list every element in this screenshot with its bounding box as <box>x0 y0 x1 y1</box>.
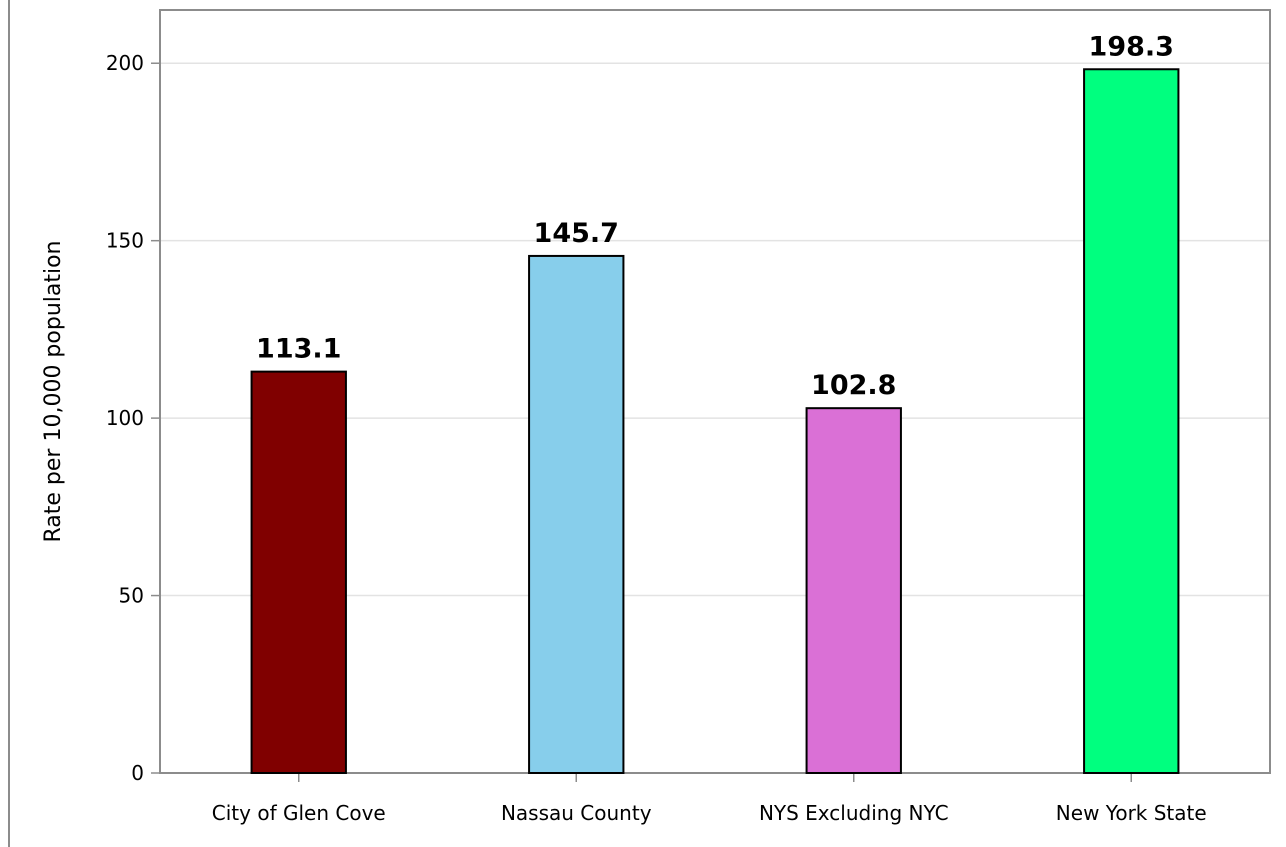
y-tick-label: 100 <box>106 406 144 430</box>
bar-value-label: 113.1 <box>256 334 341 365</box>
bar <box>1083 68 1180 775</box>
page-frame <box>8 0 1286 847</box>
x-tick-label: City of Glen Cove <box>212 801 386 825</box>
plot-area-frame <box>159 9 1271 774</box>
bar <box>250 370 347 774</box>
y-tick-label: 200 <box>106 51 144 75</box>
bar <box>528 254 625 774</box>
x-tick-label: Nassau County <box>501 801 652 825</box>
y-tick-label: 0 <box>131 761 144 785</box>
bar-value-label: 145.7 <box>534 218 619 249</box>
x-axis: City of Glen Cove Nassau County NYS Exclud… <box>212 773 1207 825</box>
x-tick-label: New York State <box>1056 801 1207 825</box>
bars: 113.1 145.7 102.8 198.3 <box>250 31 1180 775</box>
bar-value-label: 198.3 <box>1089 31 1174 62</box>
y-axis: 0 50 100 150 200 <box>106 51 160 785</box>
x-tick-label: NYS Excluding NYC <box>759 801 949 825</box>
bar <box>805 407 902 774</box>
y-axis-label: Rate per 10,000 population <box>41 240 66 542</box>
y-tick-label: 50 <box>119 584 144 608</box>
bar-value-label: 102.8 <box>811 370 896 401</box>
y-tick-label: 150 <box>106 229 144 253</box>
